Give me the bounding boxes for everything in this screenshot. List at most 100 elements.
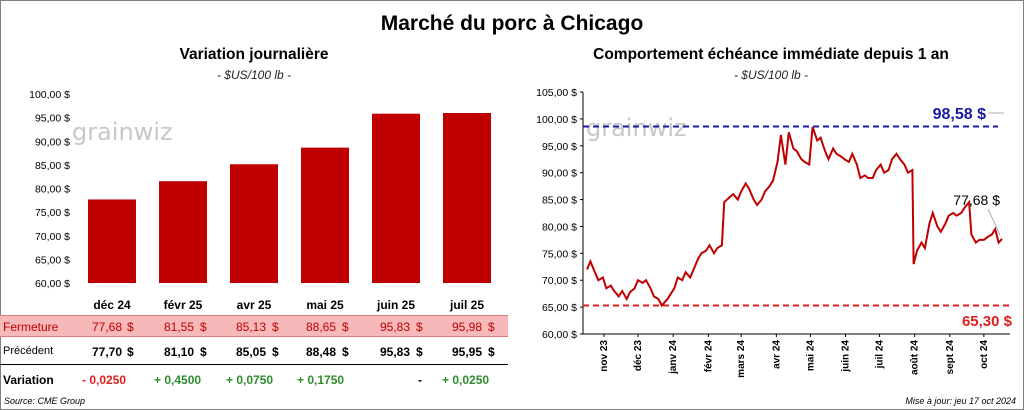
footer-updated: Mise à jour: jeu 17 oct 2024: [905, 396, 1016, 406]
bar-chart: grainwiz 60,00 $ 65,00 $ 70,00 $ 75,00 $ 80,…: [29, 89, 491, 312]
row-label: Variation: [3, 373, 54, 387]
cell-unit: $: [127, 345, 134, 359]
bar-y-tick-label: 85,00 $: [35, 160, 70, 172]
bar-category-label: déc 24: [93, 298, 131, 312]
line-y-tick-label: 80,00 $: [542, 221, 577, 233]
line-chart-reference-lines: [583, 112, 1010, 307]
cell: -: [418, 373, 422, 387]
table-row-fermeture: Fermeture 77,68 $ 81,55 $ 85,13 $ 88,65 …: [0, 315, 508, 337]
bar-category-label: févr 25: [164, 298, 203, 312]
line-x-tick-label: juil 24: [875, 340, 886, 370]
cell-unit: $: [200, 320, 207, 334]
bar-juin-25: [372, 113, 420, 283]
cell-unit: $: [272, 345, 279, 359]
line-x-tick-label: janv 24: [668, 340, 679, 375]
cell-unit: $: [127, 320, 134, 334]
cell: 95,83: [380, 320, 411, 334]
cell: 77,70: [92, 345, 123, 359]
line-x-tick-label: nov 23: [599, 340, 610, 372]
line-chart-title: Comportement échéance immédiate depuis 1…: [593, 46, 949, 63]
max-price-label: 98,58 $: [933, 106, 986, 123]
last-price-label: 77,68 $: [953, 192, 1000, 208]
cell-unit: $: [342, 320, 349, 334]
bar-y-tick-label: 75,00 $: [35, 207, 70, 219]
cell: 81,55: [164, 320, 195, 334]
bar-y-tick-label: 95,00 $: [35, 113, 70, 125]
bar-déc-24: [88, 199, 136, 283]
line-chart-unit: - $US/100 lb -: [733, 68, 809, 82]
line-x-tick-label: avr 24: [771, 340, 782, 369]
cell: 81,10: [164, 345, 195, 359]
bar-category-label: juil 25: [449, 298, 484, 312]
line-x-tick-label: août 24: [910, 340, 921, 375]
bar-juil-25: [443, 112, 491, 283]
bar-y-tick-label: 65,00 $: [35, 254, 70, 266]
cell-unit: $: [272, 320, 279, 334]
line-x-tick-label: mai 24: [805, 340, 816, 372]
bar-category-label: avr 25: [237, 298, 272, 312]
bar-févr-25: [159, 181, 207, 283]
line-x-tick-label: juin 24: [841, 340, 852, 373]
cell-unit: $: [416, 320, 423, 334]
last-price-leader: [987, 208, 1001, 236]
cell-unit: $: [200, 345, 207, 359]
watermark-right: grainwiz: [586, 114, 687, 142]
bar-mai-25: [301, 147, 349, 283]
row-label: Fermeture: [3, 320, 59, 334]
cell: - 0,0250: [82, 373, 127, 387]
cell: 85,13: [236, 320, 267, 334]
bar-y-tick-label: 80,00 $: [35, 184, 70, 196]
line-y-tick-label: 100,00 $: [536, 114, 577, 126]
cell: 88,65: [306, 320, 337, 334]
cell: + 0,4500: [154, 373, 202, 387]
bar-y-tick-label: 60,00 $: [35, 278, 70, 290]
cell: + 0,0750: [226, 373, 274, 387]
table-row-precedent: Précédent 77,70 $ 81,10 $ 85,05 $ 88,48 …: [0, 341, 508, 363]
table-divider: [0, 364, 508, 365]
bar-y-tick-label: 90,00 $: [35, 136, 70, 148]
cell-unit: $: [488, 320, 495, 334]
cell: 95,83: [380, 345, 411, 359]
cell: + 0,1750: [297, 373, 345, 387]
bar-avr-25: [230, 164, 278, 283]
line-x-tick-label: févr 24: [703, 340, 714, 373]
footer-source: Source: CME Group: [4, 396, 86, 406]
line-x-tick-label: mars 24: [736, 340, 747, 378]
line-y-tick-label: 95,00 $: [542, 141, 577, 153]
bar-category-label: mai 25: [306, 298, 344, 312]
row-label: Précédent: [3, 345, 54, 357]
cell: 95,98: [452, 320, 483, 334]
line-y-tick-label: 90,00 $: [542, 168, 577, 180]
bar-chart-y-axis: 60,00 $ 65,00 $ 70,00 $ 75,00 $ 80,00 $ 85,00…: [29, 89, 70, 290]
min-price-label: 65,30 $: [962, 313, 1013, 330]
line-y-tick-label: 105,00 $: [536, 87, 577, 99]
line-chart-x-axis: nov 23 déc 23 janv 24 févr 24 mars 24 avr 24 m…: [599, 334, 990, 378]
line-y-tick-label: 60,00 $: [542, 329, 577, 341]
line-y-tick-label: 85,00 $: [542, 195, 577, 207]
table-row-variation: Variation - 0,0250 + 0,4500 + 0,0750 + 0…: [0, 369, 508, 391]
line-x-tick-label: sept 24: [945, 340, 956, 375]
cell-unit: $: [342, 345, 349, 359]
cell: 88,48: [306, 345, 337, 359]
bar-y-tick-label: 100,00 $: [29, 89, 70, 101]
bar-category-label: juin 25: [376, 298, 415, 312]
main-title: Marché du porc à Chicago: [380, 12, 644, 35]
watermark: grainwiz: [72, 118, 173, 146]
line-series-nearby-contract: [586, 126, 1003, 308]
line-y-tick-label: 65,00 $: [542, 302, 577, 314]
line-y-tick-label: 75,00 $: [542, 248, 577, 260]
cell-unit: $: [416, 345, 423, 359]
bar-chart-title: Variation journalière: [179, 46, 329, 63]
bar-chart-unit: - $US/100 lb -: [216, 68, 292, 82]
bar-y-tick-label: 70,00 $: [35, 231, 70, 243]
cell: 95,95: [452, 345, 483, 359]
line-y-tick-label: 70,00 $: [542, 275, 577, 287]
bar-chart-categories: déc 24 févr 25 avr 25 mai 25 juin 25 juil 25: [93, 298, 484, 312]
bar-chart-bars: [88, 112, 491, 283]
line-x-tick-label: déc 23: [633, 340, 644, 372]
cell: 77,68: [92, 320, 123, 334]
cell-unit: $: [488, 345, 495, 359]
cell: + 0,0250: [442, 373, 490, 387]
line-x-tick-label: oct 24: [979, 340, 990, 369]
